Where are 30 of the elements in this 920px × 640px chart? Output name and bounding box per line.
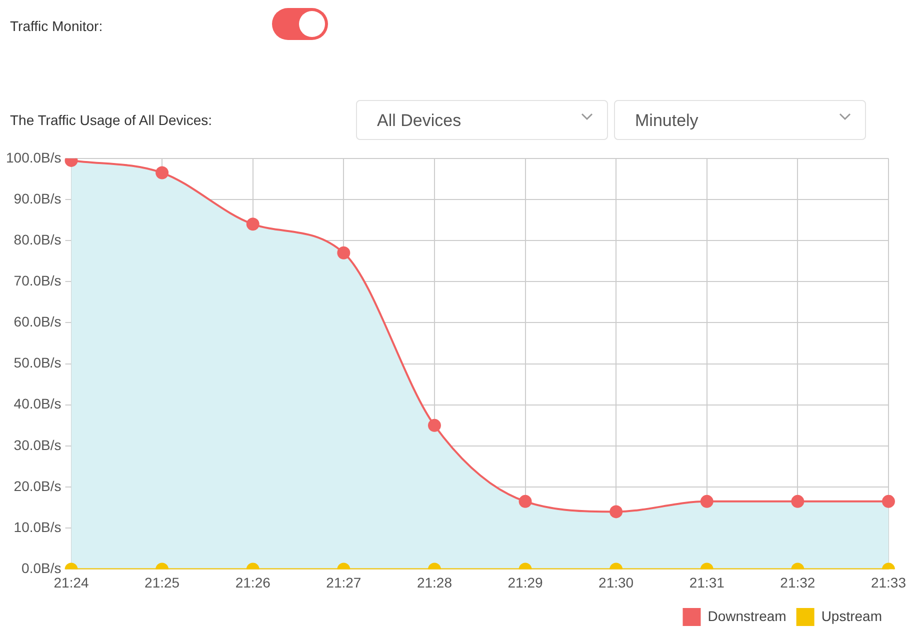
x-tick-label: 21:25	[144, 574, 180, 590]
x-tick-label: 21:30	[598, 574, 634, 590]
chart-title: The Traffic Usage of All Devices:	[10, 112, 212, 128]
y-tick-label: 0.0B/s	[22, 560, 62, 576]
y-tick-label: 90.0B/s	[14, 190, 62, 206]
y-tick-label: 70.0B/s	[14, 272, 62, 288]
y-tick-label: 40.0B/s	[14, 396, 62, 412]
y-tick-label: 30.0B/s	[14, 436, 62, 453]
text: All Devices	[356, 100, 608, 140]
y-tick-label: 80.0B/s	[14, 231, 62, 248]
y-tick-label: 20.0B/s	[14, 478, 62, 494]
legend-label: Upstream	[821, 608, 882, 624]
point	[246, 218, 260, 231]
x-tick-label: 21:29	[508, 574, 543, 590]
x-tick-label: 21:27	[326, 574, 362, 590]
point	[156, 166, 169, 180]
text: Minutely	[614, 100, 866, 140]
x-tick-label: 21:32	[780, 574, 816, 590]
x-tick-label: 21:26	[235, 574, 271, 590]
x-tick-label: 21:28	[416, 574, 452, 590]
y-tick-label: 10.0B/s	[14, 518, 62, 535]
y-tick-label: 50.0B/s	[14, 354, 62, 371]
x-tick-label: 21:24	[54, 574, 89, 590]
y-tick-label: 60.0B/s	[14, 314, 62, 330]
legend-label: Downstream	[708, 608, 786, 624]
text: Traffic Monitor:	[10, 18, 103, 34]
x-tick-label: 21:33	[870, 574, 906, 590]
point	[337, 246, 350, 260]
x-tick-label: 21:31	[689, 574, 725, 590]
y-tick-label: 100.0B/s	[6, 149, 62, 166]
